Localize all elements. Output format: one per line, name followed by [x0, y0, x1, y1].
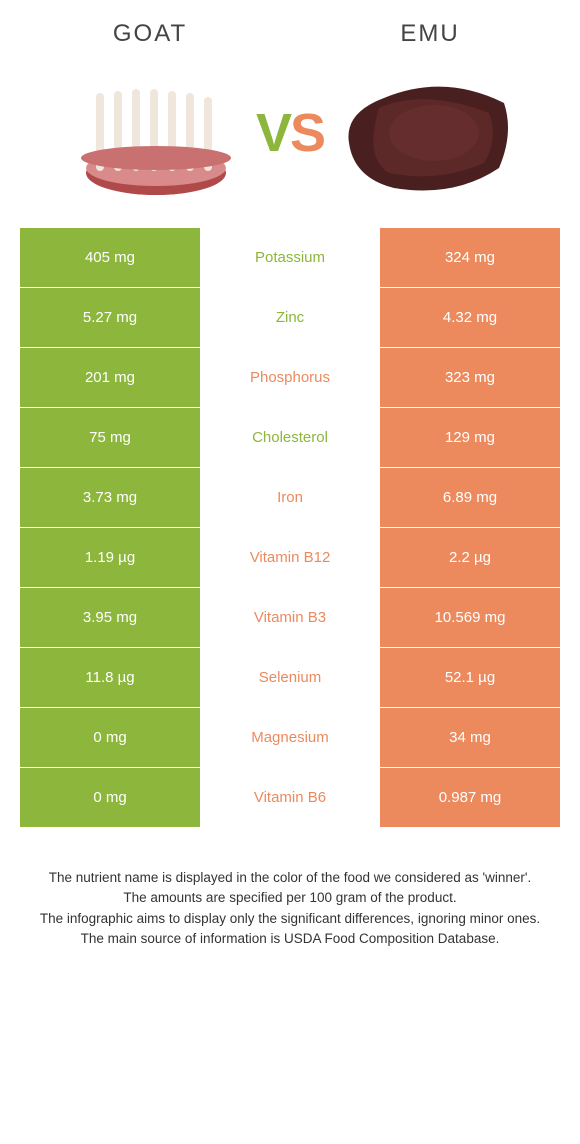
nutrient-label-cell: Zinc [200, 288, 380, 347]
right-value-cell: 0.987 mg [380, 768, 560, 827]
nutrient-label-cell: Vitamin B6 [200, 768, 380, 827]
left-value-cell: 1.19 µg [20, 528, 200, 587]
left-value-cell: 5.27 mg [20, 288, 200, 347]
nutrient-row: 3.95 mgVitamin B310.569 mg [20, 588, 560, 648]
footer-line-1: The nutrient name is displayed in the co… [20, 868, 560, 888]
right-value-cell: 324 mg [380, 228, 560, 287]
left-value-cell: 3.73 mg [20, 468, 200, 527]
nutrient-label-cell: Phosphorus [200, 348, 380, 407]
vs-label: VS [256, 102, 324, 164]
footer-line-2: The amounts are specified per 100 gram o… [20, 888, 560, 908]
left-value-cell: 3.95 mg [20, 588, 200, 647]
left-food-title: Goat [10, 20, 290, 48]
left-value-cell: 201 mg [20, 348, 200, 407]
footer-line-3: The infographic aims to display only the… [20, 909, 560, 929]
footer-notes: The nutrient name is displayed in the co… [20, 868, 560, 949]
nutrient-row: 3.73 mgIron6.89 mg [20, 468, 560, 528]
right-food-title: Emu [290, 20, 570, 48]
right-value-cell: 2.2 µg [380, 528, 560, 587]
nutrient-label-cell: Cholesterol [200, 408, 380, 467]
nutrient-row: 0 mgVitamin B60.987 mg [20, 768, 560, 828]
right-value-cell: 323 mg [380, 348, 560, 407]
right-value-cell: 52.1 µg [380, 648, 560, 707]
left-value-cell: 405 mg [20, 228, 200, 287]
nutrient-label-cell: Iron [200, 468, 380, 527]
nutrient-row: 75 mgCholesterol129 mg [20, 408, 560, 468]
vs-v-letter: V [256, 103, 290, 163]
nutrient-label-cell: Vitamin B3 [200, 588, 380, 647]
right-value-cell: 34 mg [380, 708, 560, 767]
left-value-cell: 0 mg [20, 768, 200, 827]
left-value-cell: 11.8 µg [20, 648, 200, 707]
nutrient-label-cell: Potassium [200, 228, 380, 287]
nutrient-row: 11.8 µgSelenium52.1 µg [20, 648, 560, 708]
nutrient-label-cell: Selenium [200, 648, 380, 707]
nutrient-row: 0 mgMagnesium34 mg [20, 708, 560, 768]
goat-image [66, 63, 246, 203]
left-value-cell: 75 mg [20, 408, 200, 467]
right-value-cell: 4.32 mg [380, 288, 560, 347]
nutrient-row: 5.27 mgZinc4.32 mg [20, 288, 560, 348]
right-value-cell: 129 mg [380, 408, 560, 467]
nutrient-row: 1.19 µgVitamin B122.2 µg [20, 528, 560, 588]
nutrient-table: 405 mgPotassium324 mg5.27 mgZinc4.32 mg2… [20, 228, 560, 828]
nutrient-label-cell: Magnesium [200, 708, 380, 767]
left-value-cell: 0 mg [20, 708, 200, 767]
right-value-cell: 6.89 mg [380, 468, 560, 527]
emu-image [334, 63, 514, 203]
images-row: VS [10, 63, 570, 203]
nutrient-row: 405 mgPotassium324 mg [20, 228, 560, 288]
right-value-cell: 10.569 mg [380, 588, 560, 647]
header-titles: Goat Emu [10, 20, 570, 48]
footer-line-4: The main source of information is USDA F… [20, 929, 560, 949]
nutrient-row: 201 mgPhosphorus323 mg [20, 348, 560, 408]
nutrient-label-cell: Vitamin B12 [200, 528, 380, 587]
vs-s-letter: S [290, 103, 324, 163]
